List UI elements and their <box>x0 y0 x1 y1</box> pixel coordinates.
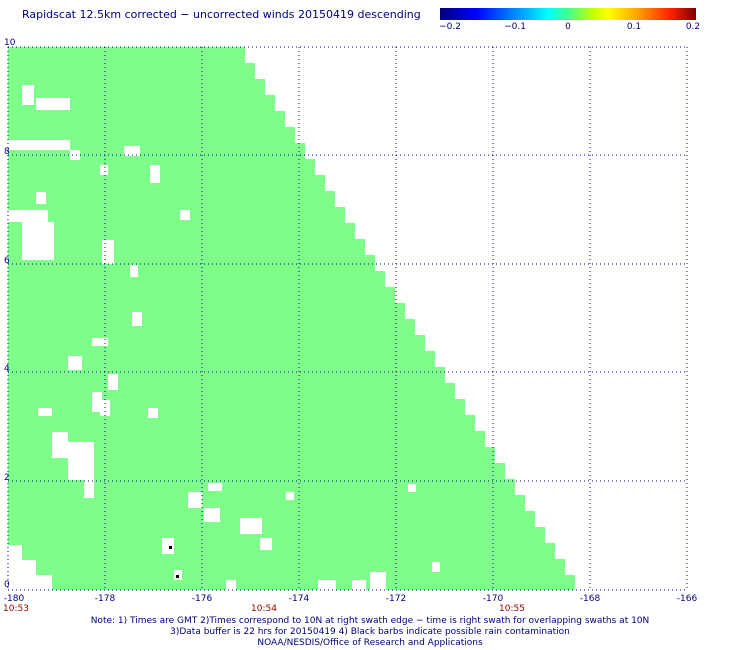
colorbar-label-02: 0.2 <box>685 22 701 32</box>
time-label-1053: 10:53 <box>3 604 29 614</box>
y-tick-8: 8 <box>4 147 10 157</box>
x-tick-168: -168 <box>579 594 601 604</box>
y-tick-4: 4 <box>4 364 10 374</box>
time-label-1054: 10:54 <box>251 604 277 614</box>
y-tick-6: 6 <box>4 256 10 266</box>
y-tick-0: 0 <box>4 580 10 590</box>
x-tick-174: -174 <box>288 594 310 604</box>
wind-swath <box>8 47 575 590</box>
rain-flag <box>176 575 179 578</box>
colorbar <box>440 8 696 20</box>
x-tick-180: -180 <box>3 594 25 604</box>
chart-title: Rapidscat 12.5km corrected − uncorrected… <box>22 8 421 21</box>
colorbar-label-neg02: −0.2 <box>439 22 461 32</box>
rain-flag <box>169 546 172 549</box>
y-tick-2: 2 <box>4 473 10 483</box>
x-tick-170: -170 <box>482 594 504 604</box>
note-line-1: Note: 1) Times are GMT 2)Times correspon… <box>90 616 650 626</box>
x-tick-176: -176 <box>191 594 213 604</box>
note-line-2: 3)Data buffer is 22 hrs for 20150419 4) … <box>170 627 570 637</box>
note-line-3: NOAA/NESDIS/Office of Research and Appli… <box>257 638 483 648</box>
grid-lines <box>7 46 688 591</box>
colorbar-label-01: 0.1 <box>626 22 642 32</box>
x-tick-178: -178 <box>94 594 116 604</box>
x-tick-172: -172 <box>385 594 407 604</box>
time-label-1055: 10:55 <box>499 604 525 614</box>
colorbar-label-neg01: −0.1 <box>504 22 526 32</box>
y-tick-10: 10 <box>4 38 16 48</box>
colorbar-label-0: 0 <box>565 22 571 32</box>
data-gaps <box>8 85 440 590</box>
x-tick-166: -166 <box>676 594 698 604</box>
